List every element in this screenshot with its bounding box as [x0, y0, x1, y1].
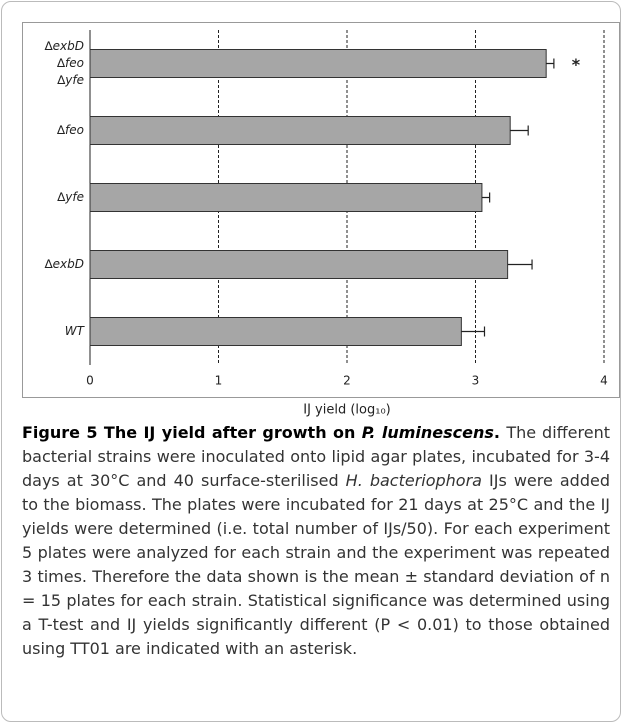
caption-title-italic: P. luminescens — [361, 423, 494, 442]
chart-panel — [22, 22, 620, 398]
x-tick-label: 1 — [215, 374, 223, 388]
error-bar — [461, 326, 486, 337]
x-tick-label: 3 — [472, 374, 480, 388]
error-bar — [546, 58, 555, 69]
caption-text: IJs were added to the biomass. The plate… — [22, 471, 610, 658]
y-tick-label: ∆exbD ∆feo ∆yfe — [44, 39, 84, 87]
bar — [89, 250, 509, 279]
x-tick-label: 0 — [86, 374, 94, 388]
y-tick-label: WT — [64, 324, 84, 338]
y-tick-label: ∆feo — [57, 123, 84, 137]
error-bar — [507, 259, 533, 270]
error-bar — [510, 125, 529, 136]
bar — [89, 49, 547, 78]
x-tick-label: 2 — [343, 374, 351, 388]
x-axis-label: IJ yield (log₁₀) — [303, 403, 390, 418]
caption-text: The different bacterial strains were ino… — [22, 423, 610, 490]
bar — [89, 116, 511, 145]
error-bar — [481, 192, 491, 203]
caption-title: Figure 5 The IJ yield after growth on — [22, 423, 362, 442]
y-tick-label: ∆exbD — [44, 257, 84, 271]
bar — [89, 317, 462, 346]
y-tick-label: ∆yfe — [57, 190, 84, 204]
significance-marker: * — [572, 55, 581, 74]
caption: Figure 5 The IJ yield after growth on P.… — [22, 421, 610, 661]
chart: IJ yield (log₁₀) 0 1 2 3 4 * — [86, 30, 608, 418]
bar — [89, 183, 483, 212]
caption-italic: H. bacteriophora — [345, 471, 482, 490]
x-tick-label: 4 — [600, 374, 608, 388]
caption-title-end: . — [493, 423, 507, 442]
